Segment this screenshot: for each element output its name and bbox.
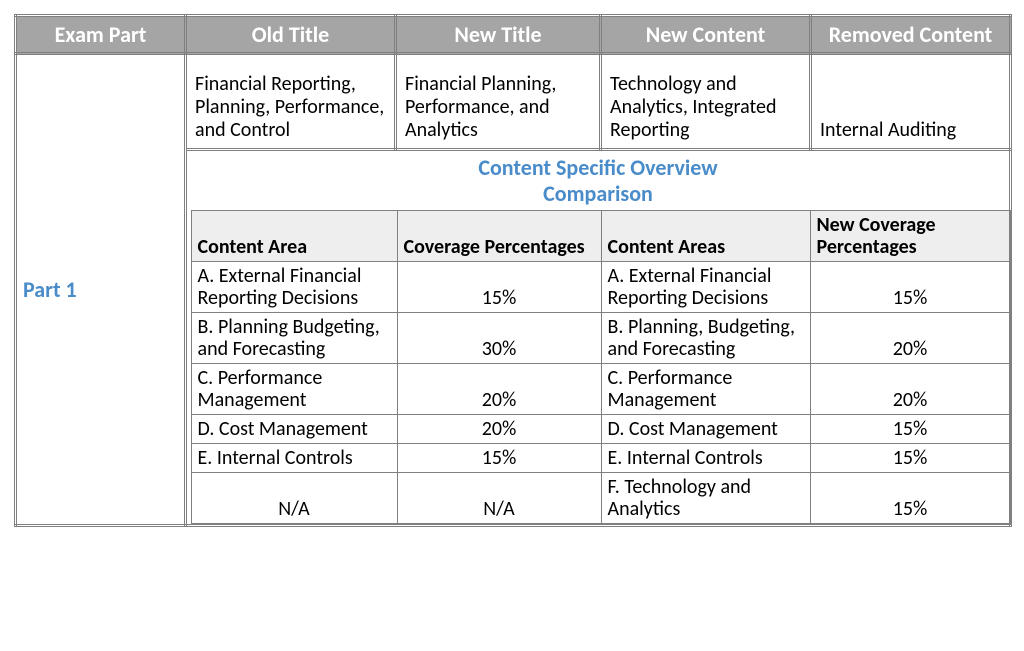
new-pct-cell: 15% [810,472,1010,523]
old-area-cell: B. Planning Budgeting, and Forecasting [191,312,397,363]
new-content-cell: Technology and Analytics, Integrated Rep… [601,54,811,150]
col-exam-part: Exam Part [16,16,186,54]
inner-row: B. Planning Budgeting, and Forecasting30… [187,312,1010,363]
new-area-cell: A. External Financial Reporting Decision… [601,261,810,312]
old-area-cell: E. Internal Controls [191,443,397,472]
old-pct-cell: N/A [397,472,601,523]
table-container: Exam Part Old Title New Title New Conten… [14,14,1010,527]
old-pct-cell: 15% [397,443,601,472]
overview-title: Content Specific Overview Comparison [187,151,1009,210]
overview-title-line1: Content Specific Overview [478,154,717,181]
old-title-cell: Financial Reporting, Planning, Performan… [186,54,396,150]
col-new-content: New Content [601,16,811,54]
old-area-cell: N/A [191,472,397,523]
col-new-title: New Title [396,16,601,54]
inner-row: A. External Financial Reporting Decision… [187,261,1010,312]
old-area-cell: C. Performance Management [191,363,397,414]
col-removed-content: Removed Content [811,16,1011,54]
inner-row: D. Cost Management20%D. Cost Management1… [187,414,1010,443]
new-title-cell: Financial Planning, Performance, and Ana… [396,54,601,150]
new-area-cell: E. Internal Controls [601,443,810,472]
new-area-cell: B. Planning, Budgeting, and Forecasting [601,312,810,363]
overview-title-line2: Comparison [543,180,653,207]
old-pct-cell: 20% [397,363,601,414]
inner-table: Content Area Coverage Percentages Conten… [187,210,1011,524]
inner-col-content-areas: Content Areas [601,210,810,261]
inner-col-content-area: Content Area [191,210,397,261]
new-pct-cell: 15% [810,414,1010,443]
col-old-title: Old Title [186,16,396,54]
new-pct-cell: 15% [810,443,1010,472]
inner-header-row: Content Area Coverage Percentages Conten… [187,210,1010,261]
inner-col-new-coverage: New Coverage Percentages [810,210,1010,261]
new-pct-cell: 20% [810,312,1010,363]
new-area-cell: F. Technology and Analytics [601,472,810,523]
overview-cell: Content Specific Overview Comparison Con… [186,150,1011,526]
inner-row: C. Performance Management20%C. Performan… [187,363,1010,414]
new-pct-cell: 15% [810,261,1010,312]
inner-row: E. Internal Controls15%E. Internal Contr… [187,443,1010,472]
header-row: Exam Part Old Title New Title New Conten… [16,16,1011,54]
old-pct-cell: 20% [397,414,601,443]
new-area-cell: C. Performance Management [601,363,810,414]
outer-table: Exam Part Old Title New Title New Conten… [14,14,1012,527]
exam-part-cell: Part 1 [16,54,186,526]
inner-row: N/AN/AF. Technology and Analytics15% [187,472,1010,523]
old-area-cell: D. Cost Management [191,414,397,443]
old-pct-cell: 30% [397,312,601,363]
old-area-cell: A. External Financial Reporting Decision… [191,261,397,312]
removed-content-cell: Internal Auditing [811,54,1011,150]
new-area-cell: D. Cost Management [601,414,810,443]
new-pct-cell: 20% [810,363,1010,414]
old-pct-cell: 15% [397,261,601,312]
inner-col-coverage: Coverage Percentages [397,210,601,261]
description-row: Part 1 Financial Reporting, Planning, Pe… [16,54,1011,150]
